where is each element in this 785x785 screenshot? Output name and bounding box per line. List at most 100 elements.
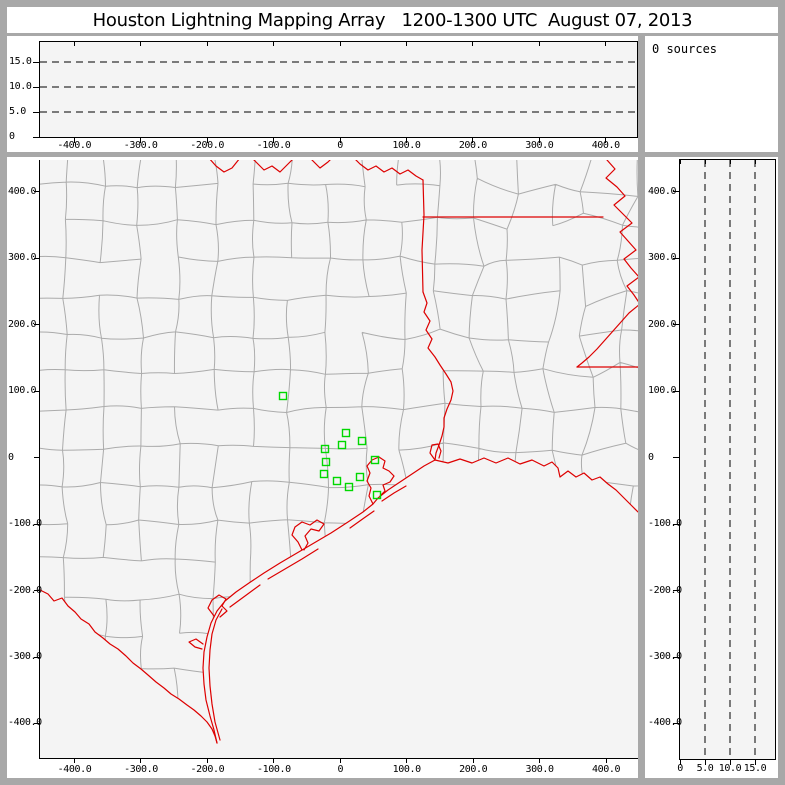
axis-tick-label: -300.0 [123, 140, 158, 151]
axis-tick [74, 758, 76, 763]
axis-tick-label: -200.0 [648, 584, 682, 596]
axis-tick [679, 760, 681, 765]
galveston-island [349, 510, 375, 529]
axis-tick [140, 758, 142, 763]
axis-tick-label: 100.0 [648, 385, 677, 397]
rio-grande-border [40, 589, 218, 744]
altitude-ew-plot-area[interactable] [39, 41, 638, 138]
map-canvas[interactable] [40, 160, 638, 758]
axis-tick-label: -200.0 [190, 140, 224, 151]
axis-tick [673, 457, 679, 459]
map-plot-area[interactable] [39, 160, 638, 759]
axis-tick [33, 111, 39, 113]
matagorda-bay-outline [291, 519, 325, 551]
axis-tick [406, 758, 408, 763]
axis-tick [472, 42, 474, 46]
axis-tick [273, 758, 275, 763]
axis-tick [673, 590, 679, 592]
axis-tick [673, 390, 679, 392]
axis-tick [472, 758, 474, 763]
altitude-ns-plot-canvas[interactable] [680, 160, 775, 759]
lma-station-marker [355, 472, 365, 482]
lma-station-marker [278, 391, 288, 401]
axis-tick [605, 758, 607, 763]
altitude-ew-plot-canvas[interactable] [40, 42, 637, 137]
axis-tick-label: -100.0 [256, 764, 291, 775]
mustang-island [229, 584, 261, 608]
axis-tick-label: 5.0 [9, 106, 26, 117]
axis-tick-label: -100.0 [8, 518, 42, 530]
matagorda-peninsula [267, 548, 319, 580]
axis-tick [73, 138, 75, 143]
page-title: Houston Lightning Mapping Array 1200-130… [92, 9, 693, 31]
axis-tick [339, 42, 341, 46]
panel-altitude-vs-ew: -400.0 -300.0 -200.0 -100.0 0 100.0 200.0 300.0… [7, 36, 638, 152]
axis-tick-label: 400.0 [648, 185, 677, 197]
axis-tick-label: 400.0 [8, 185, 37, 197]
axis-tick [34, 191, 39, 193]
galveston-bay-outline [366, 456, 395, 505]
axis-tick-label: 10.0 [9, 81, 32, 92]
axis-tick-label: -300.0 [8, 651, 42, 663]
lma-station-marker [370, 455, 380, 465]
axis-tick [34, 590, 39, 592]
state-borders-layer [40, 160, 638, 744]
axis-tick [729, 160, 731, 164]
corpus-christi-bay-outline [207, 594, 228, 618]
axis-tick-label: 200.0 [8, 318, 37, 330]
lma-station-marker [357, 436, 367, 446]
axis-tick [704, 760, 706, 765]
axis-tick [679, 160, 681, 164]
axis-tick-label: 0 [9, 131, 15, 142]
baffin-bay-outline [188, 638, 204, 650]
axis-tick [273, 138, 275, 143]
county-boundaries [40, 160, 638, 743]
axis-tick [539, 758, 541, 763]
axis-tick [34, 390, 39, 392]
axis-tick-label: -200.0 [8, 584, 42, 596]
axis-tick-label: 0 [337, 140, 343, 151]
panel-plan-view-map: 400.0 300.0 200.0 100.0 0 -100.0 -200.0 -300.0 -… [7, 157, 638, 778]
axis-tick [34, 523, 39, 525]
axis-tick [754, 760, 756, 765]
axis-tick [339, 758, 341, 763]
axis-tick [673, 257, 679, 259]
altitude-ns-plot-area[interactable] [679, 159, 776, 760]
panel-altitude-vs-ns: 400.0 300.0 200.0 100.0 0 -100.0 -200.0 -300.0 -… [645, 157, 778, 778]
lma-station-layer [278, 391, 382, 500]
axis-tick-label: 400.0 [591, 764, 621, 775]
axis-tick-label: 0 [8, 451, 14, 463]
axis-tick [140, 42, 142, 46]
axis-tick [206, 758, 208, 763]
tx-ar-vertical-border [421, 179, 425, 293]
axis-tick [34, 257, 39, 259]
lma-station-marker [320, 444, 330, 454]
axis-tick-label: 15.0 [743, 763, 767, 774]
axis-tick-label: 200.0 [458, 140, 488, 151]
red-river-tx-ok-border [209, 160, 424, 181]
axis-tick [673, 656, 679, 658]
axis-tick [33, 136, 39, 138]
axis-tick [206, 138, 208, 143]
axis-tick [605, 42, 607, 46]
axis-tick [273, 42, 275, 46]
axis-tick-label: -300.0 [648, 651, 682, 663]
axis-tick [34, 457, 39, 459]
axis-tick-label: 300.0 [525, 140, 554, 151]
source-count-label: 0 sources [652, 42, 718, 56]
county-boundaries-layer [40, 160, 638, 743]
axis-tick [34, 722, 39, 724]
axis-tick-label: 300.0 [648, 252, 677, 264]
axis-tick [405, 42, 407, 46]
axis-tick [339, 138, 341, 143]
axis-tick-label: 10.0 [718, 763, 742, 774]
axis-tick-label: 100.0 [392, 140, 421, 151]
lma-station-marker [321, 457, 331, 467]
axis-tick-label: 0 [337, 764, 344, 775]
gulf-coastline [202, 457, 638, 744]
axis-tick [34, 324, 39, 326]
axis-tick-label: 0 [648, 451, 654, 463]
axis-tick [538, 42, 540, 46]
axis-tick-label: -100.0 [648, 518, 682, 530]
axis-tick-label: 0 [677, 763, 683, 774]
